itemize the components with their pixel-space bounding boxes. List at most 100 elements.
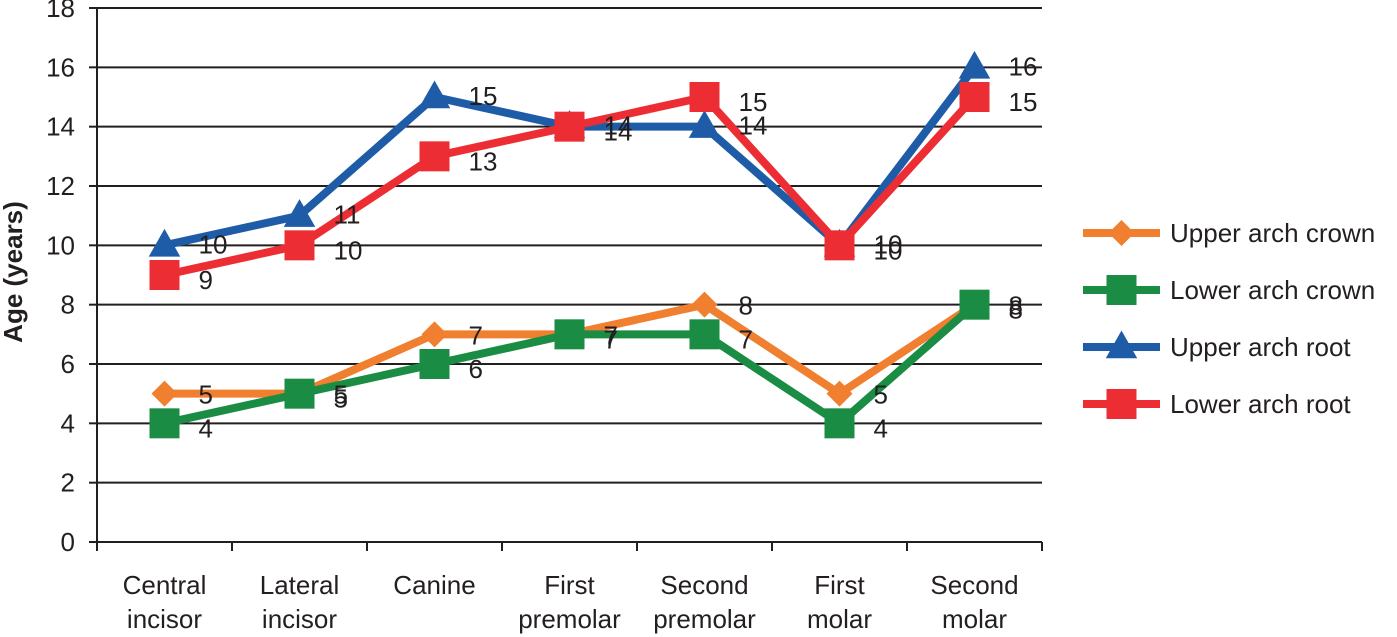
x-category-line: Canine [393,570,475,600]
legend-label: Upper arch crown [1170,218,1375,248]
data-point [824,230,855,261]
data-label: 7 [469,320,483,350]
data-label: 7 [604,324,618,354]
data-point [419,349,450,379]
legend-item: Lower arch crown [1083,275,1375,305]
x-category-line: incisor [127,604,202,634]
x-category-line: Second [660,570,748,600]
legend-item: Upper arch root [1083,330,1351,362]
y-tick-label: 10 [46,230,75,260]
data-label: 7 [739,324,753,354]
data-point [824,408,855,439]
data-point [283,199,316,227]
data-point [421,321,448,348]
series-lower-arch-root [149,82,990,290]
data-point [151,380,178,407]
legend-marker [1106,389,1137,419]
x-category-label: Canine [393,570,475,600]
data-point [826,380,853,407]
data-label: 6 [469,354,483,384]
y-tick-label: 16 [46,52,75,82]
x-category-line: premolar [653,604,756,634]
data-label: 13 [469,146,498,176]
x-category-line: premolar [518,604,621,634]
x-category-line: Central [123,570,207,600]
x-category-line: molar [942,604,1007,634]
x-category-label: Second molar [930,570,1018,634]
x-category-line: incisor [262,604,337,634]
x-category-label: First molar [807,570,872,634]
legend-marker [1106,275,1137,305]
x-category-line: Second [930,570,1018,600]
y-tick-label: 18 [46,0,75,23]
data-point [149,408,180,439]
data-point [284,378,315,409]
series-line [163,64,978,250]
x-category-label: First premolar [518,570,621,634]
data-label: 7 [604,320,618,350]
data-label: 15 [1009,87,1038,117]
data-label: 10 [874,229,903,259]
data-label: 11 [334,200,361,230]
data-label: 14 [739,111,768,141]
x-category-label: Second premolar [653,570,756,634]
x-category-label: Central incisor [123,570,207,634]
data-label: 8 [1009,291,1023,321]
legend: Upper arch crown Lower arch crown Upper ar… [1083,218,1375,419]
gridlines [97,7,1042,484]
data-label: 10 [874,235,903,265]
data-label: 14 [604,111,633,141]
data-label: 5 [334,384,348,414]
data-point [958,50,991,79]
legend-item: Upper arch crown [1083,218,1375,248]
data-label: 16 [1009,51,1038,81]
data-point [959,289,990,320]
x-category-label: Lateral incisor [260,570,340,634]
data-label: 9 [199,265,213,295]
data-label: 10 [199,229,228,259]
data-label: 8 [739,291,753,321]
data-point [554,319,585,350]
data-point [419,141,450,172]
x-category-line: First [814,570,865,600]
y-axis-title: Age (years) [0,201,28,343]
data-label: 10 [334,235,363,265]
data-point [418,80,451,109]
data-label: 8 [1009,295,1023,325]
data-label: 14 [604,117,633,147]
series-lower-arch-crown [149,289,990,439]
y-tick-label: 4 [61,408,75,438]
data-label: 15 [739,87,768,117]
data-point [689,82,720,112]
data-point [689,319,720,350]
y-tick-label: 14 [46,112,75,142]
series-upper-arch-root [148,50,991,257]
data-point [959,82,990,112]
data-label: 15 [469,81,498,111]
axes [89,8,1042,543]
legend-marker [1108,220,1135,246]
data-point [149,260,180,290]
data-point [148,228,181,257]
y-tick-label: 12 [46,171,75,201]
data-point [284,230,315,261]
x-category-line: Lateral [260,570,340,600]
y-tick-label: 0 [61,527,75,557]
y-tick-label: 2 [61,468,75,498]
data-point [688,110,721,138]
y-axis-ticks: 0 2 4 6 8 10 12 14 16 18 [46,0,97,557]
data-label: 4 [199,413,213,443]
legend-label: Lower arch root [1170,389,1351,419]
data-point [554,111,585,142]
legend-marker [1105,330,1138,359]
x-category-line: molar [807,604,872,634]
data-label: 5 [874,380,888,410]
data-label: 4 [874,413,888,443]
x-category-line: First [544,570,595,600]
